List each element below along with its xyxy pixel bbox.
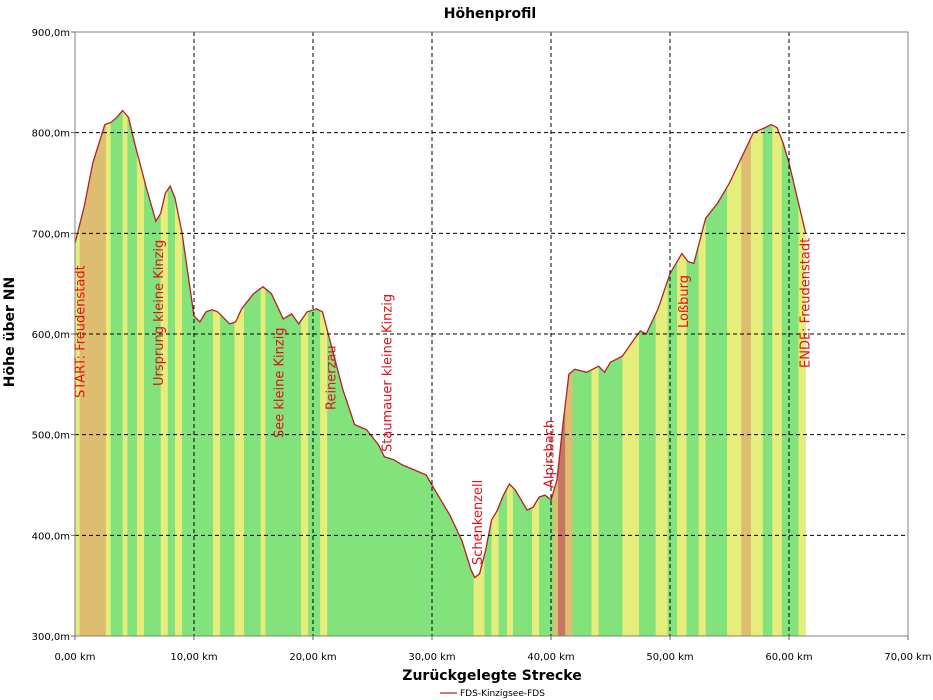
gradient-band xyxy=(136,110,144,636)
gradient-band xyxy=(727,110,742,636)
gradient-band xyxy=(260,110,266,636)
annotation-label: Staumauer kleine Kinzig xyxy=(381,294,396,452)
annotation-label: Alpirsbach xyxy=(542,420,557,488)
gradient-band xyxy=(591,110,599,636)
x-axis-title: Zurückgelegte Strecke xyxy=(402,668,581,684)
gradient-band xyxy=(798,110,806,636)
legend: FDS-Kinzigsee-FDS xyxy=(440,689,545,699)
x-tick-label: 50,00 km xyxy=(646,652,693,663)
annotation-label: Schenkenzell xyxy=(471,480,486,565)
y-tick-label: 600,0m xyxy=(32,330,70,341)
annotations: START: Freudenstadt Ursprung kleine Kinzi… xyxy=(74,238,814,565)
y-tick-label: 900,0m xyxy=(32,28,70,39)
x-tick-label: 70,00 km xyxy=(884,652,931,663)
gradient-band xyxy=(175,110,183,636)
annotation-label: Reinerzau xyxy=(325,345,340,410)
gradient-band xyxy=(301,110,309,636)
gradient-band xyxy=(213,110,221,636)
gradient-band xyxy=(160,110,168,636)
x-tick-label: 60,00 km xyxy=(765,652,812,663)
gradient-band xyxy=(698,110,706,636)
gradient-band xyxy=(79,110,99,636)
gradient-band xyxy=(741,110,751,636)
gradient-band xyxy=(677,110,687,636)
annotation-label: ENDE: Freudenstadt xyxy=(798,238,813,368)
y-tick-label: 400,0m xyxy=(32,531,70,542)
gradient-band xyxy=(320,110,328,636)
grid-lines xyxy=(75,32,908,636)
x-tick-label: 30,00 km xyxy=(408,652,455,663)
y-tick-label: 300,0m xyxy=(32,632,70,643)
gradient-band xyxy=(655,110,668,636)
legend-label: FDS-Kinzigsee-FDS xyxy=(460,689,545,699)
gradient-band xyxy=(772,110,782,636)
gradient-band xyxy=(750,110,763,636)
y-axis-title: Höhe über NN xyxy=(2,277,18,387)
y-tick-label: 700,0m xyxy=(32,229,70,240)
gradient-band xyxy=(234,110,244,636)
gradient-band xyxy=(98,110,106,636)
x-tick-label: 10,00 km xyxy=(170,652,217,663)
y-tick-label: 500,0m xyxy=(32,431,70,442)
gradient-band xyxy=(122,110,128,636)
gradient-band xyxy=(105,110,111,636)
gradient-band xyxy=(75,110,80,636)
annotation-label: Ursprung kleine Kinzig xyxy=(152,240,167,386)
annotation-label: See kleine Kinzig xyxy=(272,327,287,438)
y-tick-label: 800,0m xyxy=(32,129,70,140)
x-tick-label: 20,00 km xyxy=(289,652,336,663)
axis-ticks: 0,00 km 10,00 km 20,00 km 30,00 km 40,00 km 5… xyxy=(32,28,932,663)
x-tick-label: 40,00 km xyxy=(527,652,574,663)
annotation-label: START: Freudenstadt xyxy=(74,265,89,398)
annotation-label: Loßburg xyxy=(677,275,692,328)
elevation-line xyxy=(74,109,807,579)
x-tick-label: 0,00 km xyxy=(55,652,96,663)
chart-title: Höhenprofil xyxy=(444,6,536,22)
